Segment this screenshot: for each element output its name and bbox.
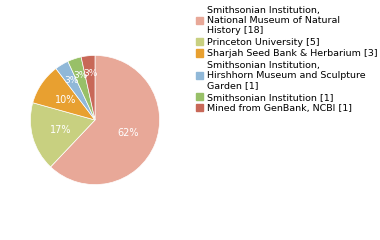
Text: 3%: 3% xyxy=(73,72,87,80)
Wedge shape xyxy=(51,55,160,185)
Text: 10%: 10% xyxy=(55,95,76,105)
Text: 3%: 3% xyxy=(83,69,97,78)
Text: 62%: 62% xyxy=(117,128,139,138)
Wedge shape xyxy=(81,55,95,120)
Wedge shape xyxy=(33,69,95,120)
Wedge shape xyxy=(30,103,95,167)
Text: 3%: 3% xyxy=(64,76,78,85)
Wedge shape xyxy=(68,57,95,120)
Legend: Smithsonian Institution,
National Museum of Natural
History [18], Princeton Univ: Smithsonian Institution, National Museum… xyxy=(195,5,378,114)
Text: 17%: 17% xyxy=(50,125,71,134)
Wedge shape xyxy=(56,61,95,120)
